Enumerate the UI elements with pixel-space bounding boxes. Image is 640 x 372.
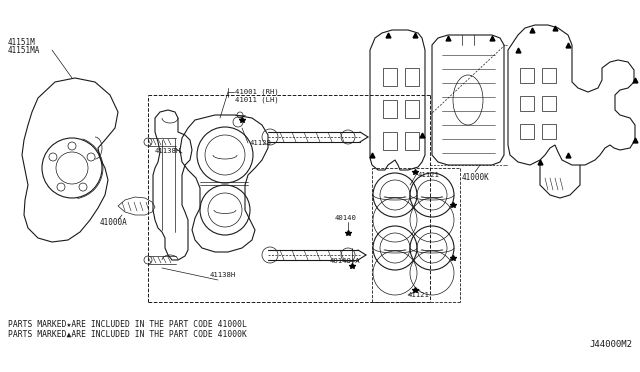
Text: 41128: 41128 — [250, 140, 272, 146]
Text: 40140: 40140 — [335, 215, 357, 221]
Text: PARTS MARKED★ARE INCLUDED IN THE PART CODE 41000L: PARTS MARKED★ARE INCLUDED IN THE PART CO… — [8, 320, 247, 329]
Text: 41138H: 41138H — [155, 148, 181, 154]
Text: 41121: 41121 — [418, 172, 440, 178]
Text: 41121: 41121 — [408, 292, 430, 298]
Text: 41000A: 41000A — [100, 218, 128, 227]
Text: J44000M2: J44000M2 — [589, 340, 632, 349]
Text: 41000K: 41000K — [462, 173, 490, 182]
Text: 41151MA: 41151MA — [8, 46, 40, 55]
Text: PARTS MARKED▲ARE INCLUDED IN THE PART CODE 41000K: PARTS MARKED▲ARE INCLUDED IN THE PART CO… — [8, 330, 247, 339]
Text: 41138H: 41138H — [210, 272, 236, 278]
Text: 41001 (RH): 41001 (RH) — [235, 88, 279, 94]
Text: 41011 (LH): 41011 (LH) — [235, 96, 279, 103]
Text: 40140+A: 40140+A — [330, 258, 360, 264]
Text: 41151M: 41151M — [8, 38, 36, 47]
